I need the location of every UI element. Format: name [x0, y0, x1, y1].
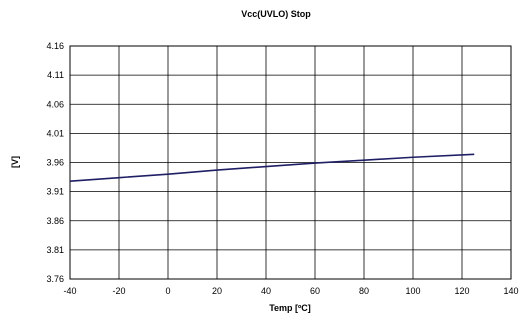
y-axis: 4.16 4.11 4.06 4.01 3.96 3.91 3.86 3.81 3.76	[46, 41, 64, 284]
x-tick-label: 0	[165, 286, 170, 296]
x-tick-label: -40	[63, 286, 76, 296]
x-axis-label: Temp [ºC]	[269, 303, 311, 313]
x-tick-label: 140	[503, 286, 518, 296]
x-tick-label: -20	[112, 286, 125, 296]
plot-frame	[69, 45, 512, 280]
x-tick-label: 20	[212, 286, 222, 296]
y-tick-label: 3.96	[46, 158, 64, 168]
y-tick-label: 3.81	[46, 245, 64, 255]
x-axis: -40 -20 0 20 40 60 80 100 120 140	[63, 286, 518, 296]
y-tick-label: 3.86	[46, 216, 64, 226]
y-axis-label: [V]	[10, 156, 20, 168]
y-tick-label: 4.06	[46, 99, 64, 109]
x-tick-label: 100	[405, 286, 420, 296]
x-tick-label: 60	[310, 286, 320, 296]
x-tick-label: 120	[454, 286, 469, 296]
series-layer	[69, 153, 475, 182]
x-tick-label: 40	[261, 286, 271, 296]
y-tick-label: 4.01	[46, 128, 64, 138]
y-tick-label: 4.16	[46, 41, 64, 51]
x-tick-label: 80	[359, 286, 369, 296]
y-tick-label: 3.91	[46, 187, 64, 197]
y-tick-label: 4.11	[47, 70, 64, 80]
series-line	[69, 153, 475, 182]
chart-title: Vcc(UVLO) Stop	[241, 9, 311, 19]
grid	[69, 45, 512, 280]
y-tick-label: 3.76	[46, 274, 64, 284]
